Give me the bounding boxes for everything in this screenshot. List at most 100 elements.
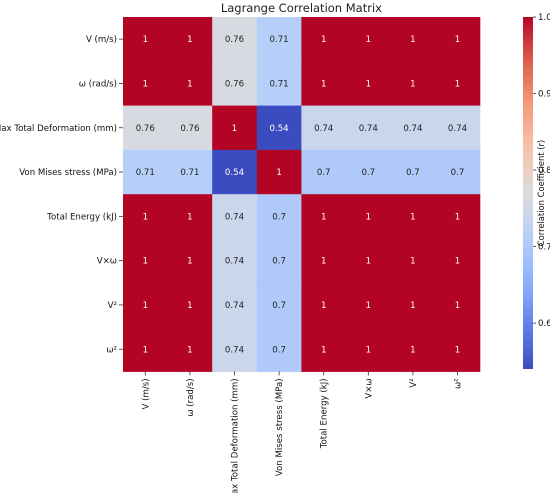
heatmap-cell (301, 17, 347, 62)
cell-value-label: 1 (321, 301, 326, 311)
cell-value-label: 0.54 (225, 168, 244, 178)
cell-value-label: 1 (455, 35, 460, 45)
cell-value-label: 1 (455, 345, 460, 355)
heatmap-cell (435, 194, 481, 239)
row-tick-label: ω² (106, 345, 117, 355)
heatmap-cell (256, 105, 302, 151)
heatmap-cell (212, 282, 258, 328)
cell-value-label: 1 (410, 79, 415, 89)
cell-value-label: 1 (187, 212, 192, 222)
column-tick-label: Von Mises stress (MPa) (275, 378, 285, 476)
heatmap-cell (301, 61, 347, 107)
heatmap-cell (346, 194, 392, 239)
heatmap-cell (301, 327, 347, 372)
cell-value-label: 0.7 (272, 257, 286, 267)
heatmap-cell (346, 327, 392, 372)
heatmap-cell (390, 105, 436, 151)
cell-value-label: 1 (143, 301, 148, 311)
column-tick-label: V (m/s) (141, 378, 151, 409)
heatmap-cell (301, 238, 347, 284)
heatmap-cell (390, 149, 436, 195)
heatmap-cell (256, 282, 302, 328)
heatmap-cell (212, 105, 258, 151)
cell-value-label: 1 (187, 35, 192, 45)
chart-title: Lagrange Correlation Matrix (221, 1, 382, 15)
heatmap-cell (256, 238, 302, 284)
row-tick-label: V×ω (97, 257, 117, 267)
cell-value-label: 1 (321, 257, 326, 267)
heatmap-cell (256, 149, 302, 195)
cell-value-label: 1 (366, 212, 371, 222)
column-tick-label: Total Energy (kJ) (320, 378, 330, 449)
cell-value-label: 0.74 (225, 257, 244, 267)
cell-value-label: 1 (410, 257, 415, 267)
heatmap-cell (212, 149, 258, 195)
cell-value-label: 1 (232, 124, 237, 134)
cell-value-label: 1 (276, 168, 281, 178)
heatmap-cell (167, 149, 213, 195)
cell-value-label: 0.71 (270, 35, 289, 45)
cell-value-label: 0.7 (272, 345, 286, 355)
cell-value-label: 1 (143, 79, 148, 89)
heatmap-cell (212, 327, 258, 372)
colorbar-tick-label: 0.6 (538, 319, 550, 329)
cell-value-label: 0.71 (136, 168, 155, 178)
cell-value-label: 0.7 (317, 168, 331, 178)
cell-value-label: 1 (143, 212, 148, 222)
heatmap-cell (435, 238, 481, 284)
heatmap-cell (167, 17, 213, 62)
heatmap-cell (346, 282, 392, 328)
heatmap-cell (256, 61, 302, 107)
column-tick-label: ω² (454, 378, 464, 389)
row-tick-label: Max Total Deformation (mm) (0, 124, 117, 134)
heatmap-cell (435, 17, 481, 62)
cell-value-label: 0.71 (270, 79, 289, 89)
heatmap-cell (390, 327, 436, 372)
column-tick-label: V² (409, 378, 419, 387)
heatmap-cell (167, 282, 213, 328)
heatmap-cell (123, 194, 169, 239)
heatmap-cell (346, 149, 392, 195)
heatmap-cell (123, 149, 169, 195)
heatmap-cell (390, 17, 436, 62)
cell-value-label: 1 (455, 212, 460, 222)
heatmap-cells: 1 1 0.76 0.71 1 1 1 11 1 0.76 0.71 1 1 1 10.76 0.76 1 0.5… (123, 17, 481, 372)
cell-value-label: 1 (410, 345, 415, 355)
cell-value-label: 1 (187, 301, 192, 311)
heatmap-cell (390, 61, 436, 107)
heatmap-cell (435, 149, 481, 195)
heatmap-cell (346, 17, 392, 62)
cell-value-label: 1 (410, 212, 415, 222)
heatmap-cell (212, 61, 258, 107)
row-tick-label: V (m/s) (86, 35, 117, 45)
row-tick-labels: V (m/s) ω (rad/s) Max Total Deformation (m… (0, 35, 123, 355)
cell-value-label: 0.74 (225, 301, 244, 311)
heatmap-cell (212, 194, 258, 239)
heatmap-cell (390, 194, 436, 239)
cell-value-label: 1 (143, 345, 148, 355)
colorbar-gradient (523, 17, 533, 369)
cell-value-label: 0.54 (270, 124, 289, 134)
cell-value-label: 1 (366, 345, 371, 355)
colorbar-tick-label: 0.9 (538, 90, 550, 100)
cell-value-label: 1 (143, 257, 148, 267)
row-tick-label: ω (rad/s) (79, 79, 117, 89)
heatmap-cell (123, 105, 169, 151)
heatmap-cell (346, 61, 392, 107)
heatmap-cell (301, 194, 347, 239)
cell-value-label: 0.76 (136, 124, 155, 134)
cell-value-label: 0.7 (272, 301, 286, 311)
cell-value-label: 0.74 (225, 345, 244, 355)
cell-value-label: 0.74 (403, 124, 422, 134)
column-tick-label: Max Total Deformation (mm) (231, 378, 241, 493)
heatmap-cell (212, 238, 258, 284)
column-tick-label: V×ω (364, 378, 374, 398)
cell-value-label: 0.71 (180, 168, 199, 178)
heatmap-cell (256, 194, 302, 239)
heatmap-cell (212, 17, 258, 62)
colorbar: 0.6 0.7 0.8 0.9 1.0 Correlation Coefficient … (523, 13, 550, 369)
heatmap-cell (256, 17, 302, 62)
cell-value-label: 0.74 (225, 212, 244, 222)
cell-value-label: 0.7 (451, 168, 465, 178)
